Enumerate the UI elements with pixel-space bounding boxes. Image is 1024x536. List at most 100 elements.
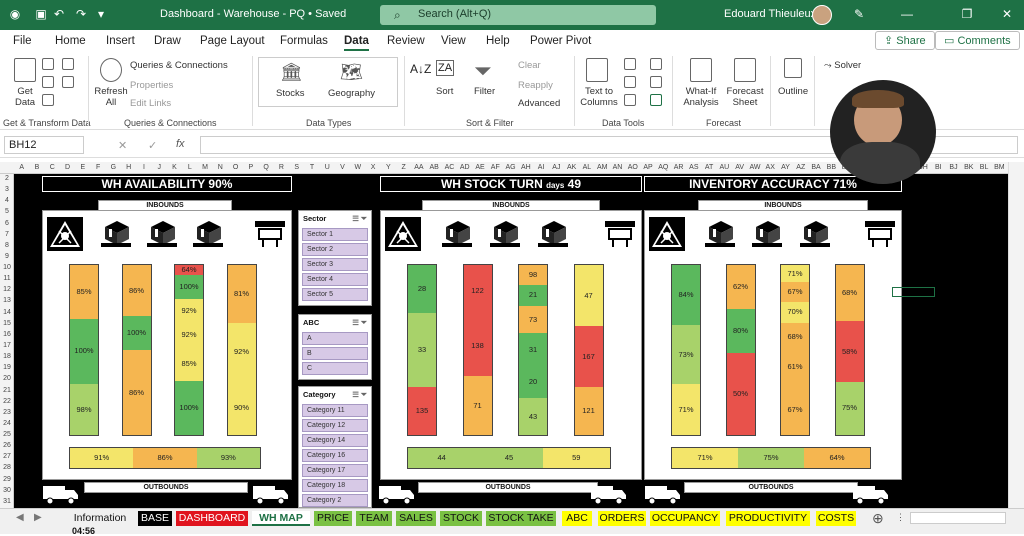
- column-header[interactable]: AZ: [796, 164, 806, 171]
- row-header[interactable]: 21: [3, 386, 11, 394]
- column-header[interactable]: AA: [414, 164, 424, 171]
- row-header[interactable]: 15: [3, 319, 11, 327]
- row-header[interactable]: 25: [3, 431, 11, 439]
- sheet-tab[interactable]: STOCK TAKE: [486, 511, 556, 526]
- column-header[interactable]: L: [187, 164, 192, 171]
- outline-button[interactable]: Outline: [778, 86, 809, 97]
- category-slicer[interactable]: Category ☰ ⏷ Category 11 Category 12 Catego…: [298, 386, 372, 508]
- slicer-item[interactable]: Sector 1: [302, 228, 368, 241]
- column-header[interactable]: AP: [643, 164, 653, 171]
- row-header[interactable]: 8: [5, 241, 9, 249]
- row-header[interactable]: 19: [3, 364, 11, 372]
- row-header[interactable]: 17: [3, 342, 11, 349]
- enter-icon[interactable]: ✓: [148, 140, 158, 152]
- minimize-icon[interactable]: —: [901, 7, 913, 21]
- slicer-item[interactable]: Category 12: [302, 419, 368, 432]
- stocks-button[interactable]: Stocks: [276, 88, 305, 99]
- column-header[interactable]: D: [65, 164, 71, 171]
- column-header[interactable]: AW: [749, 164, 761, 171]
- column-header[interactable]: B: [34, 164, 40, 171]
- row-header[interactable]: 26: [3, 442, 11, 450]
- get-data-button[interactable]: Get Data: [14, 86, 36, 108]
- column-header[interactable]: BL: [979, 164, 989, 171]
- row-header[interactable]: 11: [3, 275, 11, 283]
- row-header[interactable]: 14: [3, 308, 11, 316]
- row-header[interactable]: 28: [3, 464, 11, 472]
- column-header[interactable]: AJ: [552, 164, 561, 171]
- tab-scroll-right-icon[interactable]: ▶: [34, 512, 42, 523]
- row-headers[interactable]: 2 3 4 5 6 7 8 9 10 11 12 13 14 15 16 17 18 19 20 21 22 23 24 25…: [0, 174, 14, 508]
- column-header[interactable]: R: [278, 164, 284, 171]
- row-header[interactable]: 4: [5, 197, 9, 205]
- slicer-item[interactable]: Sector 3: [302, 258, 368, 271]
- solver-button[interactable]: ⤳ Solver: [824, 60, 862, 71]
- advanced-button[interactable]: Advanced: [518, 98, 561, 109]
- row-header[interactable]: 3: [5, 186, 9, 194]
- horizontal-scrollbar[interactable]: [910, 512, 1006, 524]
- column-header[interactable]: AX: [765, 164, 775, 171]
- vertical-scrollbar[interactable]: [1008, 162, 1024, 508]
- geography-button[interactable]: Geography: [328, 88, 376, 99]
- slicer-item[interactable]: Category 16: [302, 449, 368, 462]
- redo-icon[interactable]: ↷: [75, 7, 87, 21]
- column-header[interactable]: AN: [612, 164, 623, 171]
- row-header[interactable]: 5: [5, 208, 9, 216]
- tab-file[interactable]: File: [13, 35, 32, 47]
- more-options-icon[interactable]: ⋮: [896, 512, 905, 522]
- row-header[interactable]: 22: [3, 397, 11, 405]
- tab-view[interactable]: View: [441, 35, 466, 47]
- data-types-gallery[interactable]: [258, 57, 398, 107]
- multiselect-icon[interactable]: ☰ ⏷: [352, 390, 367, 399]
- sheet-tab[interactable]: PRICE: [314, 511, 352, 526]
- column-header[interactable]: AR: [673, 164, 684, 171]
- sheet-tab[interactable]: TEAM: [356, 511, 392, 526]
- row-header[interactable]: 13: [3, 297, 11, 305]
- column-header[interactable]: BB: [826, 164, 836, 171]
- column-header[interactable]: AC: [444, 164, 455, 171]
- properties-button[interactable]: Properties: [130, 80, 174, 91]
- forecast-sheet-button[interactable]: Forecast Sheet: [726, 86, 764, 108]
- sheet-tab[interactable]: WH MAP: [252, 511, 310, 526]
- what-if-button[interactable]: What-If Analysis: [683, 86, 719, 108]
- slicer-item[interactable]: C: [302, 362, 368, 375]
- slicer-item[interactable]: Category 2: [302, 494, 368, 507]
- column-header[interactable]: S: [294, 164, 300, 171]
- sheet-tab[interactable]: COSTS: [816, 511, 856, 526]
- column-header[interactable]: A: [19, 164, 25, 171]
- sheet-tab[interactable]: BASE: [138, 511, 172, 526]
- column-header[interactable]: AV: [735, 164, 745, 171]
- recent-sources-icon[interactable]: [62, 76, 74, 88]
- tab-formulas[interactable]: Formulas: [280, 35, 328, 47]
- sort-az-icon[interactable]: A↓Z: [410, 62, 432, 76]
- column-header[interactable]: F: [95, 164, 101, 171]
- slicer-item[interactable]: Sector 4: [302, 273, 368, 286]
- edit-links-button[interactable]: Edit Links: [130, 98, 172, 109]
- refresh-all-button[interactable]: Refresh All: [94, 86, 128, 108]
- column-header[interactable]: U: [324, 164, 330, 171]
- column-header[interactable]: AE: [475, 164, 485, 171]
- data-model-icon[interactable]: [650, 94, 662, 106]
- name-box[interactable]: BH12: [4, 136, 84, 154]
- column-header[interactable]: AH: [520, 164, 531, 171]
- column-header[interactable]: Q: [263, 164, 269, 171]
- row-header[interactable]: 20: [3, 375, 11, 383]
- column-header[interactable]: AD: [459, 164, 470, 171]
- row-header[interactable]: 6: [5, 219, 9, 227]
- column-header[interactable]: C: [49, 164, 55, 171]
- slicer-item[interactable]: Sector 5: [302, 288, 368, 301]
- column-header[interactable]: AU: [719, 164, 730, 171]
- pen-icon[interactable]: ✎: [853, 7, 865, 21]
- row-header[interactable]: 29: [3, 475, 11, 483]
- column-header[interactable]: BA: [811, 164, 821, 171]
- column-header[interactable]: AF: [490, 164, 500, 171]
- sheet-tab[interactable]: SALES: [396, 511, 436, 526]
- multiselect-icon[interactable]: ☰ ⏷: [352, 318, 367, 327]
- slicer-item[interactable]: B: [302, 347, 368, 360]
- save-icon[interactable]: ▣: [35, 7, 47, 21]
- selected-cell[interactable]: [892, 287, 935, 297]
- row-header[interactable]: 10: [3, 264, 11, 272]
- slicer-item[interactable]: Category 11: [302, 404, 368, 417]
- column-header[interactable]: AT: [704, 164, 714, 171]
- add-sheet-icon[interactable]: ⊕: [872, 510, 884, 526]
